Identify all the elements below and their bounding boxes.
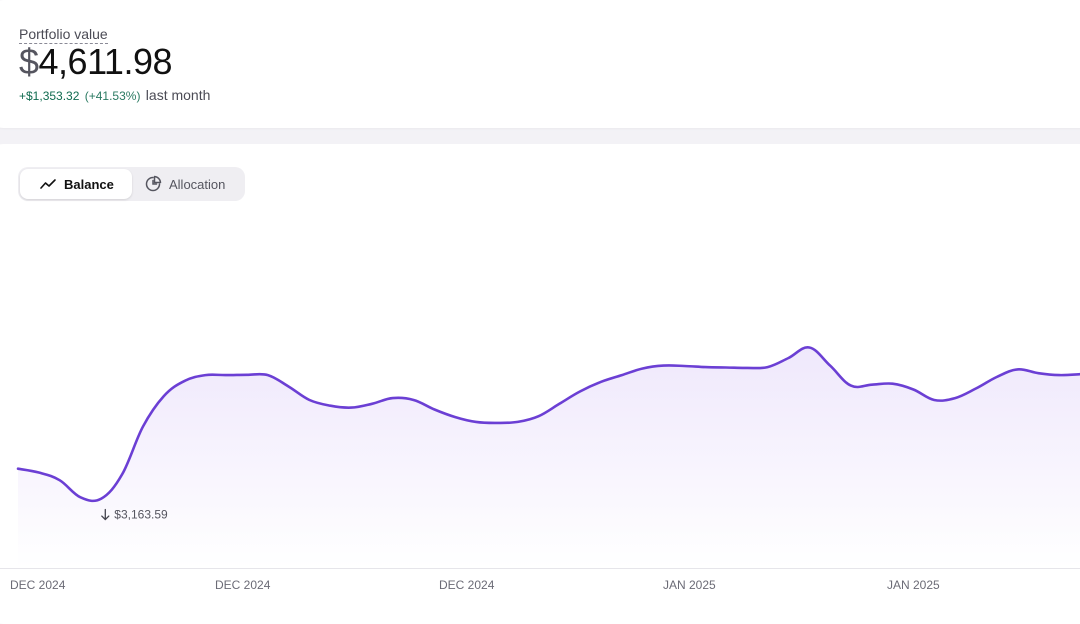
balance-data-point[interactable] bbox=[890, 381, 896, 387]
x-tick-label: DEC 2024 bbox=[10, 578, 66, 592]
tab-balance[interactable]: Balance bbox=[20, 169, 132, 199]
balance-chart: $3,163.59 DEC 2024 DEC 2024 DEC 2024 JAN 202… bbox=[0, 345, 1080, 592]
x-tick-label: JAN 2025 bbox=[887, 578, 940, 592]
balance-data-point[interactable] bbox=[119, 471, 125, 477]
balance-data-point[interactable] bbox=[619, 372, 625, 378]
balance-data-point[interactable] bbox=[202, 372, 208, 378]
change-period: last month bbox=[145, 87, 211, 103]
balance-data-point[interactable] bbox=[1015, 366, 1021, 372]
balance-data-point[interactable] bbox=[182, 378, 188, 384]
balance-data-point[interactable] bbox=[598, 379, 604, 385]
balance-data-point[interactable] bbox=[515, 419, 521, 425]
line-chart-icon bbox=[39, 175, 57, 193]
balance-data-point[interactable] bbox=[910, 387, 916, 393]
balance-data-point[interactable] bbox=[432, 407, 438, 413]
balance-data-point[interactable] bbox=[286, 384, 292, 390]
balance-data-point[interactable] bbox=[327, 403, 333, 409]
balance-data-point[interactable] bbox=[556, 401, 562, 407]
change-amount: +$1,353.32 bbox=[19, 89, 80, 103]
balance-data-point[interactable] bbox=[57, 477, 63, 483]
balance-data-point[interactable] bbox=[1056, 372, 1062, 378]
balance-data-point[interactable] bbox=[806, 345, 812, 351]
balance-data-point[interactable] bbox=[848, 383, 854, 389]
balance-data-point[interactable] bbox=[681, 363, 687, 369]
balance-area-fill bbox=[18, 347, 1080, 568]
balance-data-point[interactable] bbox=[265, 372, 271, 378]
balance-data-point[interactable] bbox=[640, 366, 646, 372]
balance-data-point[interactable] bbox=[765, 364, 771, 370]
balance-data-point[interactable] bbox=[702, 364, 708, 370]
view-toggle: Balance Allocation bbox=[18, 167, 245, 201]
balance-data-point[interactable] bbox=[577, 388, 583, 394]
balance-data-point[interactable] bbox=[1035, 370, 1041, 376]
balance-data-point[interactable] bbox=[661, 363, 667, 369]
balance-series-line[interactable] bbox=[16, 346, 1080, 503]
min-value-marker: $3,163.59 bbox=[101, 508, 168, 522]
balance-data-point[interactable] bbox=[931, 397, 937, 403]
balance-data-point[interactable] bbox=[494, 420, 500, 426]
balance-data-point[interactable] bbox=[744, 365, 750, 371]
balance-data-point[interactable] bbox=[411, 397, 417, 403]
balance-data-point[interactable] bbox=[723, 365, 729, 371]
balance-data-point[interactable] bbox=[786, 355, 792, 361]
tab-balance-label: Balance bbox=[64, 176, 114, 192]
currency-symbol: $ bbox=[19, 41, 39, 82]
x-tick-label: JAN 2025 bbox=[663, 578, 716, 592]
portfolio-value-amount: 4,611.98 bbox=[38, 41, 173, 82]
arrow-down-icon bbox=[101, 508, 110, 521]
balance-data-point[interactable] bbox=[994, 374, 1000, 380]
balance-data-point[interactable] bbox=[161, 393, 167, 399]
balance-data-point[interactable] bbox=[36, 470, 42, 476]
pie-chart-icon bbox=[144, 175, 162, 193]
balance-data-point[interactable] bbox=[536, 413, 542, 419]
min-value-label: $3,163.59 bbox=[114, 508, 168, 522]
balance-data-point[interactable] bbox=[78, 494, 84, 500]
balance-data-point[interactable] bbox=[223, 372, 229, 378]
change-percent: (+41.53%) bbox=[84, 89, 141, 103]
balance-data-point[interactable] bbox=[952, 395, 958, 401]
balance-data-point[interactable] bbox=[15, 466, 21, 472]
balance-data-point[interactable] bbox=[244, 372, 250, 378]
balance-data-point[interactable] bbox=[140, 424, 146, 430]
portfolio-value-label[interactable]: Portfolio value bbox=[19, 26, 108, 44]
balance-data-point[interactable] bbox=[973, 386, 979, 392]
portfolio-summary-card bbox=[0, 0, 1080, 128]
balance-data-point[interactable] bbox=[307, 397, 313, 403]
portfolio-value: $4,611.98 bbox=[19, 41, 173, 82]
balance-data-point[interactable] bbox=[452, 414, 458, 420]
x-tick-label: DEC 2024 bbox=[439, 578, 495, 592]
balance-data-point[interactable] bbox=[827, 363, 833, 369]
x-tick-label: DEC 2024 bbox=[215, 578, 271, 592]
balance-data-point[interactable] bbox=[869, 382, 875, 388]
portfolio-change: +$1,353.32 (+41.53%) last month bbox=[19, 87, 210, 104]
tab-allocation[interactable]: Allocation bbox=[144, 169, 242, 199]
balance-data-point[interactable] bbox=[98, 496, 104, 502]
balance-data-point[interactable] bbox=[390, 395, 396, 401]
balance-data-point[interactable] bbox=[348, 405, 354, 411]
balance-data-point[interactable] bbox=[369, 401, 375, 407]
balance-data-point[interactable] bbox=[473, 419, 479, 425]
tab-allocation-label: Allocation bbox=[169, 176, 226, 192]
